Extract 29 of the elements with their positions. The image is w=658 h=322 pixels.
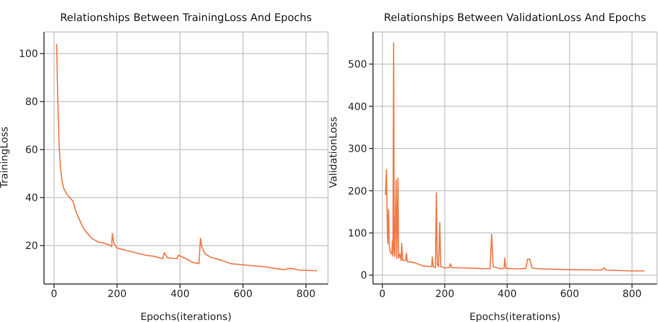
x-tick-label: 600 [233,289,253,300]
x-tick-label: 0 [379,289,386,300]
y-axis-title: ValidationLoss [328,116,340,188]
x-tick-label: 200 [435,289,454,300]
y-tick-label: 100 [18,49,38,60]
x-tick-label: 800 [296,289,316,300]
y-tick-label: 100 [348,228,367,240]
chart-title: Relationships Between TrainingLoss And Epochs [59,12,313,24]
line-series [56,43,318,272]
x-tick-label: 400 [498,289,517,300]
y-tick-label: 200 [348,186,367,198]
y-tick-label: 300 [348,144,367,156]
y-axis-title: TrainingLoss [0,126,11,189]
chart-title: Relationships Between ValidationLoss And Epochs [382,12,648,24]
y-tick-label: 80 [25,97,38,108]
y-tick-label: 60 [25,145,38,156]
x-axis-title: Epochs(iterations) [140,312,232,322]
x-tick-label: 0 [50,289,58,300]
x-tick-label: 600 [560,289,580,300]
x-tick-label: 400 [170,289,190,300]
y-tick-label: 20 [25,241,38,252]
y-tick-label: 400 [348,102,367,113]
x-tick-label: 200 [108,289,127,300]
x-tick-label: 800 [622,289,642,300]
line-series [384,42,646,272]
y-tick-label: 40 [25,193,38,204]
y-tick-label: 0 [360,270,367,282]
x-axis-title: Epochs(iterations) [469,312,561,322]
y-tick-label: 500 [348,60,367,71]
